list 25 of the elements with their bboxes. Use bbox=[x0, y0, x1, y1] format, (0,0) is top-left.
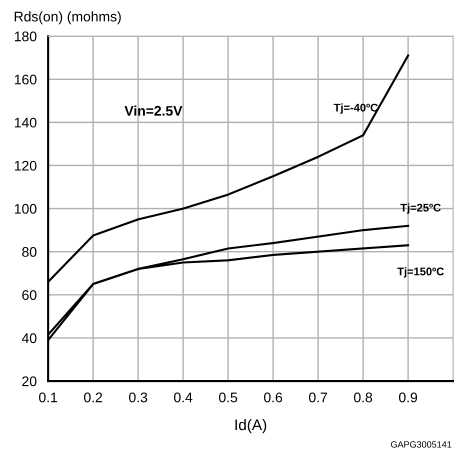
y-axis-title: Rds(on) (mohms) bbox=[14, 11, 121, 24]
x-tick-label: 0.7 bbox=[308, 392, 328, 402]
x-tick-label: 0.6 bbox=[264, 392, 282, 402]
series-label: Tj=25ºC bbox=[400, 203, 441, 214]
annotation: Vin=2.5V bbox=[124, 106, 182, 116]
series-label: Tj=150ºC bbox=[397, 267, 444, 278]
x-tick-label: 0.9 bbox=[398, 392, 418, 402]
x-tick-label: 0.4 bbox=[174, 392, 192, 402]
y-tick-label: 180 bbox=[14, 31, 36, 42]
text: GAPG3005141 bbox=[390, 441, 452, 448]
y-tick-label: 40 bbox=[22, 333, 36, 344]
x-tick-label: 0.1 bbox=[39, 392, 58, 402]
y-tick-label: 160 bbox=[14, 74, 36, 84]
x-tick-label: 0.5 bbox=[219, 392, 238, 402]
x-axis-title: Id(A) bbox=[235, 418, 266, 434]
y-tick-label: 140 bbox=[14, 118, 36, 128]
y-tick-label: 60 bbox=[22, 290, 36, 300]
y-tick-label: 80 bbox=[22, 247, 36, 257]
y-tick-label: 20 bbox=[22, 376, 36, 386]
x-tick-label: 0.8 bbox=[354, 392, 372, 402]
y-tick-label: 100 bbox=[14, 204, 36, 214]
series-label: Tj=-40ºC bbox=[334, 103, 378, 114]
x-tick-label: 0.2 bbox=[84, 392, 102, 402]
y-tick-label: 120 bbox=[14, 160, 36, 171]
x-tick-label: 0.3 bbox=[129, 392, 148, 402]
